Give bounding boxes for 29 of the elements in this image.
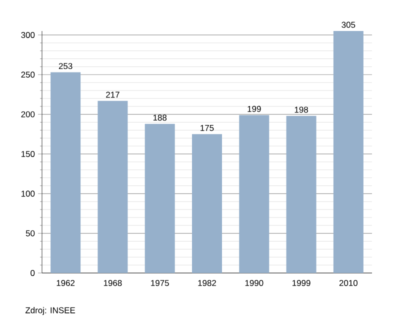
x-tick-label: 1982 bbox=[198, 280, 216, 286]
bar bbox=[286, 116, 316, 273]
y-tick-label: 250 bbox=[21, 72, 35, 78]
data-label: 199 bbox=[248, 106, 261, 112]
bar bbox=[239, 115, 270, 273]
x-tick-label: 1990 bbox=[245, 280, 264, 286]
bar bbox=[192, 134, 222, 273]
data-label: 175 bbox=[200, 125, 214, 131]
x-tick-label: 1968 bbox=[104, 280, 122, 286]
y-tick-label: 0 bbox=[30, 270, 35, 276]
y-tick-label: 300 bbox=[21, 32, 35, 38]
y-tick-label: 100 bbox=[21, 190, 35, 197]
x-tick-label: 1975 bbox=[151, 280, 169, 286]
bar bbox=[50, 72, 81, 273]
y-tick-label: 200 bbox=[21, 111, 35, 118]
data-label: 198 bbox=[294, 106, 308, 113]
x-tick-label: 2010 bbox=[339, 280, 358, 286]
bar bbox=[144, 124, 175, 273]
data-label: 253 bbox=[58, 63, 72, 70]
data-label: 217 bbox=[106, 92, 120, 98]
data-label: 188 bbox=[153, 114, 167, 121]
x-tick-label: 1999 bbox=[292, 280, 310, 286]
bar bbox=[98, 100, 128, 273]
text: Zdroj: INSEE bbox=[25, 307, 76, 315]
data-label: 305 bbox=[342, 22, 356, 28]
y-tick-label: 50 bbox=[26, 230, 35, 236]
x-tick-label: 1962 bbox=[56, 280, 75, 286]
y-tick-label: 150 bbox=[21, 150, 35, 157]
bar bbox=[333, 30, 364, 273]
